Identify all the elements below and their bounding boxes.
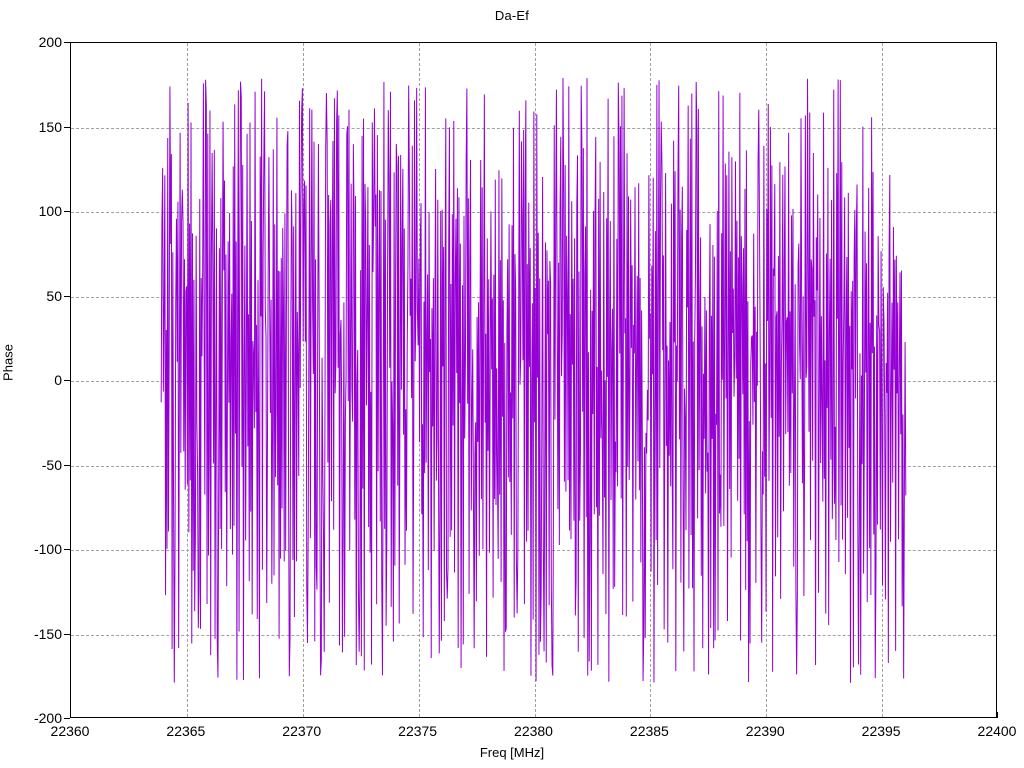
- x-tick-label: 22375: [398, 723, 438, 739]
- y-tick-mark: [64, 295, 70, 297]
- x-tick-label: 22395: [861, 723, 901, 739]
- y-tick-label: 0: [54, 372, 62, 388]
- y-tick-mark: [64, 464, 70, 466]
- y-tick-label: 150: [38, 118, 62, 135]
- y-tick-label: 100: [38, 203, 62, 219]
- y-tick-mark: [64, 549, 70, 550]
- y-tick-mark: [64, 633, 70, 635]
- x-tick-label: 22360: [50, 723, 90, 739]
- x-tick-label: 22380: [514, 723, 553, 739]
- y-tick-mark: [64, 380, 70, 381]
- y-tick-label: -100: [33, 541, 62, 557]
- y-tick-mark: [64, 42, 70, 43]
- data-series-phase: [161, 78, 906, 683]
- y-tick-mark: [64, 126, 70, 128]
- x-tick-label: 22370: [282, 723, 322, 739]
- data-series-layer: [71, 43, 996, 717]
- y-tick-label: -150: [33, 625, 62, 642]
- chart-title: Da-Ef: [494, 8, 530, 23]
- y-tick-mark: [64, 211, 70, 212]
- x-tick-label: 22400: [977, 723, 1017, 739]
- y-tick-label: 200: [38, 34, 62, 50]
- x-axis-label: Freq [MHz]: [479, 745, 545, 760]
- plot-area: [70, 42, 997, 718]
- x-tick-label: 22390: [745, 723, 785, 739]
- y-tick-label: 50: [46, 287, 62, 304]
- y-tick-mark: [64, 718, 70, 719]
- y-tick-label: -200: [33, 710, 62, 726]
- x-tick-label: 22365: [166, 723, 206, 739]
- y-tick-label: -50: [41, 456, 62, 473]
- x-tick-label: 22385: [629, 723, 669, 739]
- x-tick-mark: [997, 712, 998, 718]
